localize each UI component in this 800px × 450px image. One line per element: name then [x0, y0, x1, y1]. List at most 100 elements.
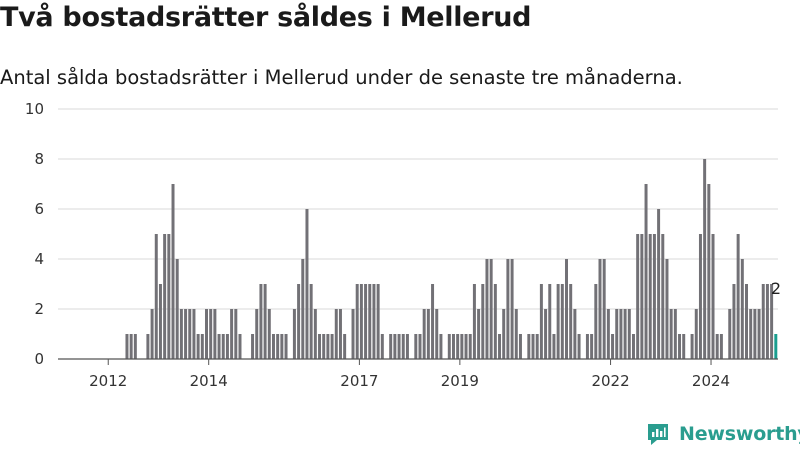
bar	[481, 284, 485, 359]
bar	[305, 209, 309, 359]
bar	[569, 284, 573, 359]
bar	[736, 234, 740, 359]
bar	[343, 334, 347, 359]
bar	[364, 284, 368, 359]
bar	[749, 309, 753, 359]
bar	[133, 334, 137, 359]
bar	[259, 284, 263, 359]
bar	[627, 309, 631, 359]
bar	[451, 334, 455, 359]
bar	[694, 309, 698, 359]
y-tick-label: 0	[34, 350, 44, 368]
bar	[167, 234, 171, 359]
bar	[506, 259, 510, 359]
bar	[389, 334, 393, 359]
bar	[498, 334, 502, 359]
bar	[573, 309, 577, 359]
bar	[125, 334, 129, 359]
bar	[765, 284, 769, 359]
bar	[154, 234, 158, 359]
bar	[493, 284, 497, 359]
bar	[435, 309, 439, 359]
bar	[238, 334, 242, 359]
bar	[163, 234, 167, 359]
bar	[393, 334, 397, 359]
bar	[217, 334, 221, 359]
bar	[544, 309, 548, 359]
y-tick-label: 10	[25, 100, 44, 118]
bar	[611, 334, 615, 359]
bar	[464, 334, 468, 359]
bar	[489, 259, 493, 359]
bar	[158, 284, 162, 359]
bar	[527, 334, 531, 359]
bar	[711, 234, 715, 359]
bar	[577, 334, 581, 359]
bar	[682, 334, 686, 359]
bar	[196, 334, 200, 359]
bar	[703, 159, 707, 359]
bar	[678, 334, 682, 359]
bar	[640, 234, 644, 359]
brand-name: Newsworthy	[679, 423, 800, 445]
bar	[184, 309, 188, 359]
bar	[284, 334, 288, 359]
data-labels: 2	[771, 279, 781, 298]
bar	[276, 334, 280, 359]
bar	[565, 259, 568, 359]
bar	[468, 334, 472, 359]
bar	[460, 334, 464, 359]
y-tick-label: 6	[34, 200, 44, 218]
bar	[301, 259, 305, 359]
bar	[535, 334, 539, 359]
x-tick-label: 2024	[692, 372, 730, 390]
bar	[657, 209, 661, 359]
bar	[477, 309, 481, 359]
bar	[309, 284, 313, 359]
bar	[422, 309, 426, 359]
bar	[380, 334, 384, 359]
x-tick-label: 2014	[190, 372, 228, 390]
x-tick-label: 2017	[340, 372, 378, 390]
bar	[338, 309, 342, 359]
bar	[251, 334, 255, 359]
bar	[359, 284, 363, 359]
bar	[757, 309, 761, 359]
bar	[648, 234, 652, 359]
bar	[179, 309, 183, 359]
bar	[280, 334, 284, 359]
bar	[426, 309, 430, 359]
bar	[297, 284, 301, 359]
bar	[192, 309, 196, 359]
bar	[418, 334, 422, 359]
bar	[330, 334, 334, 359]
bar	[644, 184, 648, 359]
bar	[761, 284, 765, 359]
bar	[313, 309, 317, 359]
brand-logo[interactable]: Newsworthy	[645, 420, 800, 448]
x-axis-labels: 2012 2014 2017 2019 2022 2024	[89, 359, 730, 390]
bar	[372, 284, 376, 359]
bar	[745, 284, 748, 359]
bar	[255, 309, 259, 359]
bar	[439, 334, 443, 359]
bar	[472, 284, 476, 359]
bar	[770, 284, 774, 359]
bar	[732, 284, 736, 359]
bar	[397, 334, 401, 359]
bar	[334, 309, 338, 359]
bar	[560, 284, 564, 359]
bar-highlighted	[774, 334, 778, 359]
bar	[234, 309, 238, 359]
y-tick-label: 8	[34, 150, 44, 168]
bar	[150, 309, 154, 359]
bar	[514, 309, 518, 359]
bar	[728, 309, 732, 359]
bar	[376, 284, 380, 359]
bar	[318, 334, 322, 359]
x-tick-label: 2019	[441, 372, 479, 390]
bar	[619, 309, 623, 359]
bar	[129, 334, 133, 359]
bar	[623, 309, 627, 359]
bar	[230, 309, 234, 359]
